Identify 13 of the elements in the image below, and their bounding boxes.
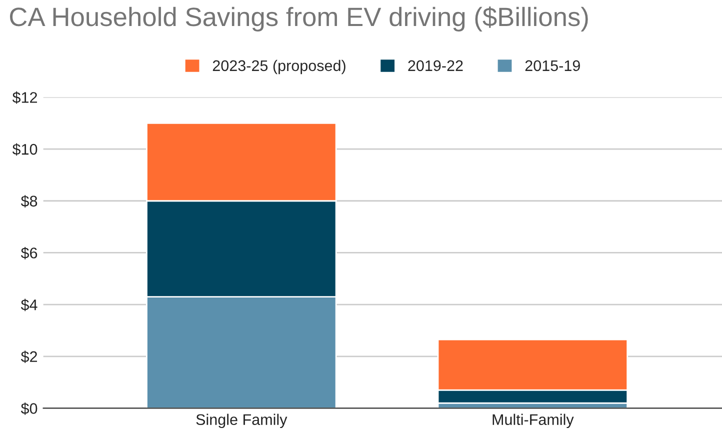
x-tick-label: Multi-Family [492, 414, 574, 428]
y-tick-label: $12 [12, 91, 37, 104]
chart-title: CA Household Savings from EV driving ($Billions) [10, 6, 588, 32]
y-tick-label: $10 [12, 143, 38, 156]
x-tick-label: Single Family [196, 414, 288, 428]
y-tick-label: $0 [20, 402, 38, 415]
legend-label: 2019-22 [408, 60, 463, 72]
legend-label: 2023-25 (proposed) [212, 60, 346, 74]
y-tick-label: $8 [20, 195, 38, 208]
y-tick-label: $6 [20, 246, 38, 260]
y-tick-label: $2 [20, 350, 37, 363]
legend-label: 2015-19 [525, 60, 580, 72]
y-tick-label: $4 [20, 298, 38, 312]
